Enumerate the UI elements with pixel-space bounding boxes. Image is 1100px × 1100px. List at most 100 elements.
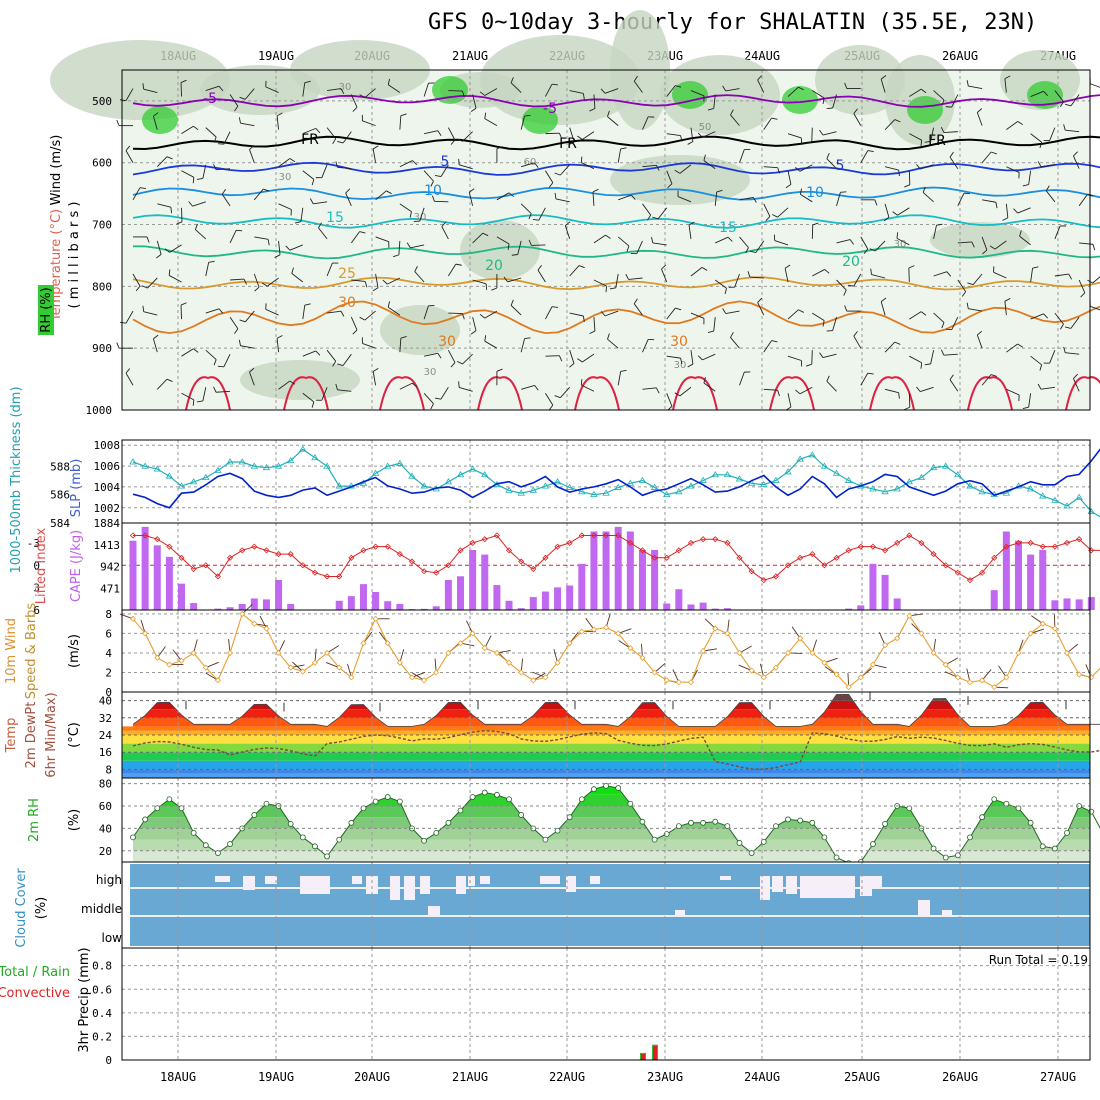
wind-barb (496, 236, 510, 245)
thickness-axis-label: 1000-500mb Thickness (dm) (9, 386, 24, 573)
wind-speed-point (372, 615, 379, 622)
wind-barb-flag (372, 145, 379, 150)
wind-barb (734, 273, 740, 288)
lifted-index-point (797, 554, 804, 561)
wind-barb-flag (479, 313, 486, 319)
wind-barb-flag (805, 141, 812, 145)
wind-barb-flag (176, 221, 183, 225)
wind-axis-label-a: 10m Wind (4, 618, 19, 684)
wind-barb (666, 133, 681, 137)
wind-barb (679, 386, 692, 397)
wind-barb-flag (880, 297, 887, 302)
rh-point (518, 812, 525, 818)
wind-barb-flag (812, 222, 819, 226)
wind-barb (933, 271, 948, 277)
wind-barb (677, 196, 692, 203)
wind-barb-flag (485, 283, 488, 290)
wind-barb-flag (785, 184, 792, 189)
wind-barb-flag (409, 211, 412, 218)
date-label-bottom: 27AUG (1040, 1070, 1076, 1084)
wind-10m-barb (878, 632, 886, 646)
wind-barb (884, 119, 896, 130)
wind-barb (313, 201, 328, 205)
wind-barb-flag (558, 355, 563, 362)
thickness-point (942, 462, 950, 469)
rh-shade-area (480, 35, 640, 125)
wind-barb-flag (1064, 103, 1072, 107)
lifted-index-point (845, 547, 852, 554)
wind-barb (981, 374, 992, 386)
wind-barb-flag (294, 221, 301, 224)
wind-barb (569, 312, 584, 317)
wind-barb (933, 225, 937, 240)
wind-barb (593, 317, 596, 332)
rh-point (384, 794, 391, 800)
date-label-bottom: 18AUG (160, 1070, 196, 1084)
thickness-tick: 586 (50, 489, 70, 502)
wind-barb-flag (771, 117, 778, 120)
rh-band (133, 785, 1090, 795)
wind-barb (254, 236, 269, 240)
isotherm-line (132, 214, 1100, 229)
wind-barb (472, 94, 477, 109)
wind-barb (484, 340, 498, 349)
cloud-middle-bar (675, 910, 685, 916)
wind-barb-flag (1045, 185, 1050, 192)
wind-barb (327, 310, 342, 314)
wind-10m-barb (241, 604, 253, 615)
wind-barb (787, 309, 799, 320)
wind-barb-flag (135, 285, 141, 292)
wind-barb-flag (142, 305, 145, 312)
lifted-index-point (1076, 536, 1083, 543)
wind-barb (853, 113, 862, 126)
wind-10m-barb (172, 649, 182, 662)
wind-barb-flag (125, 368, 131, 374)
wind-barb (757, 79, 765, 93)
rh-point (578, 796, 585, 803)
wind-barb (362, 120, 376, 127)
wind-barb (730, 114, 740, 126)
lifted-index-point (433, 569, 440, 576)
wind-barb (364, 88, 376, 98)
wind-barb (957, 279, 967, 292)
lifted-index-point (772, 573, 779, 580)
wind-barb (1028, 393, 1032, 408)
lifted-index-point (809, 551, 816, 558)
thickness-point (177, 482, 186, 489)
wind-barb-flag (655, 387, 660, 394)
lifted-index-point (966, 577, 974, 584)
wind-barb-flag (1017, 121, 1023, 126)
wind-barb-flag (263, 188, 270, 192)
wind-barb-flag (940, 349, 945, 356)
wind-barb-flag (192, 399, 195, 406)
cape-bar (614, 526, 622, 610)
wind-barb-flag (826, 107, 833, 109)
rh-point (967, 834, 973, 841)
cloud-high-bar (215, 876, 230, 882)
wind-barb-flag (382, 279, 388, 285)
thickness-point (262, 463, 271, 471)
wind-barb-flag (482, 232, 489, 237)
wind-barb-flag (633, 75, 638, 82)
wind-barb-flag (193, 125, 199, 131)
cloud-middle-bar (942, 910, 952, 916)
wind-barb-flag (752, 197, 757, 203)
thickness-point (153, 465, 161, 472)
wind-barb (1005, 203, 1009, 218)
wind-speed-point (1063, 649, 1071, 657)
cape-bar (602, 531, 610, 610)
wind-barb (592, 191, 595, 206)
wind-tick: 0 (105, 686, 112, 699)
wind-barb (763, 117, 772, 130)
thickness-point (735, 475, 744, 482)
wind-speed-point (408, 674, 416, 681)
wind-barb (690, 350, 694, 365)
lifted-index-point (348, 554, 355, 561)
cape-bar (493, 585, 501, 610)
isotherm-35-line (1065, 376, 1100, 411)
cape-bar (287, 603, 295, 610)
wind-barb (951, 94, 959, 108)
millibars-axis-label: ( m i l l i b a r s ) (67, 202, 82, 309)
wind-barb (604, 88, 619, 94)
wind-barb (205, 85, 220, 91)
